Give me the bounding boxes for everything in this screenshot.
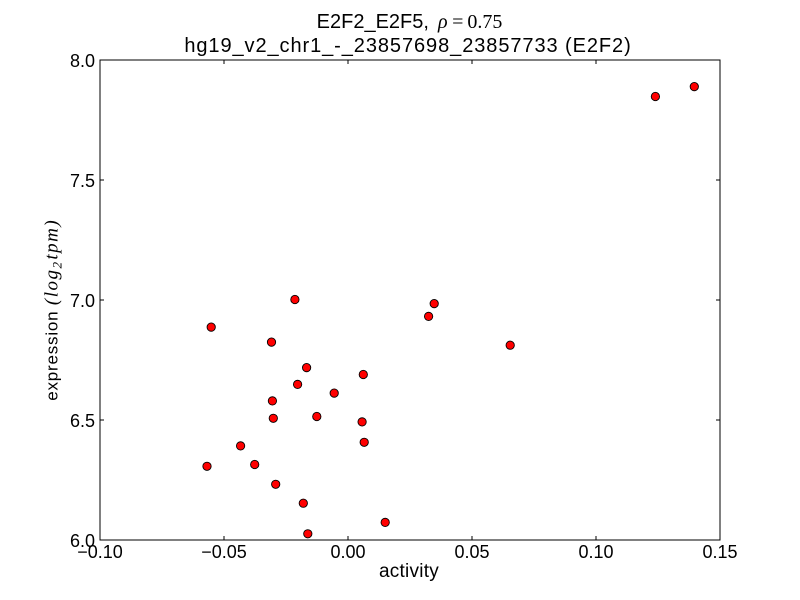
svg-text:0.15: 0.15 [702, 542, 737, 562]
svg-text:expression (log2tpm): expression (log2tpm) [42, 219, 65, 401]
svg-text:6.0: 6.0 [70, 531, 95, 551]
svg-text:0.05: 0.05 [454, 542, 489, 562]
svg-text:0.00: 0.00 [330, 542, 365, 562]
svg-text:−0.10: −0.10 [77, 542, 123, 562]
svg-text:0.10: 0.10 [578, 542, 613, 562]
svg-text:7.0: 7.0 [70, 291, 95, 311]
svg-text:7.5: 7.5 [70, 171, 95, 191]
svg-text:E2F2_E2F5,ρ=0.75: E2F2_E2F5, ρ = 0.75 [317, 11, 503, 33]
svg-text:8.0: 8.0 [70, 51, 95, 71]
svg-text:6.5: 6.5 [70, 411, 95, 431]
svg-text:−0.05: −0.05 [201, 542, 247, 562]
svg-text:activity: activity [379, 561, 439, 582]
svg-text:hg19_v2_chr1_-_23857698_238577: hg19_v2_chr1_-_23857698_23857733 (E2F2) [184, 35, 631, 57]
